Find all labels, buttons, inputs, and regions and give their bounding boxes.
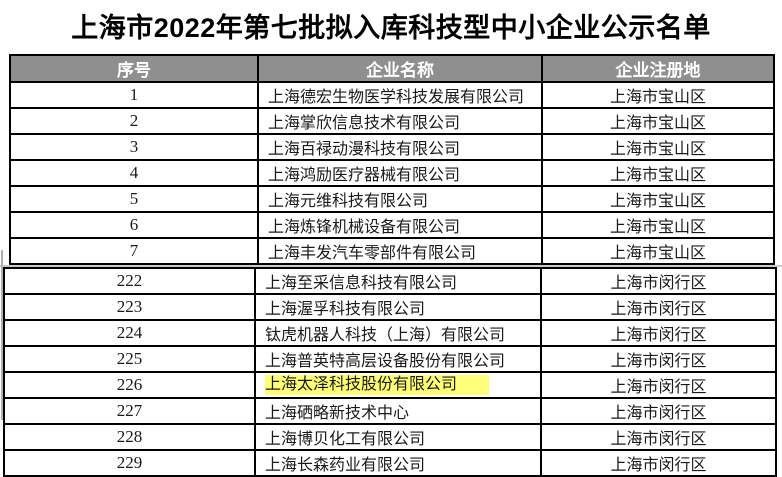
cell-company-name: 上海元维科技有限公司 [257,185,543,213]
cell-district: 上海市闵行区 [540,423,777,451]
cell-district: 上海市宝山区 [541,237,775,265]
cell-company-name: 上海普英特高层设备股份有限公司 [254,345,542,373]
cell-serial: 222 [3,267,256,295]
highlight-mark: 上海太泽科技股份有限公司 [265,375,490,395]
column-header-serial: 序号 [9,54,259,83]
page-title: 上海市2022年第七批拟入库科技型中小企业公示名单 [71,13,711,43]
cell-serial: 6 [9,211,259,239]
scan-artifact-line [1,250,3,420]
cell-serial: 224 [3,319,256,347]
cell-serial: 1 [9,81,259,109]
cell-company-name: 上海硒略新技术中心 [254,397,542,425]
table-row: 3 上海百禄动漫科技有限公司 上海市宝山区 [9,133,775,161]
cell-district: 上海市宝山区 [541,133,775,161]
cell-company-name: 上海太泽科技股份有限公司 [254,371,542,399]
table-row: 229 上海长森药业有限公司 上海市闵行区 [3,449,777,477]
table-row: 223 上海渥孚科技有限公司 上海市闵行区 [3,293,777,321]
cell-serial: 226 [3,371,256,399]
table-row: 227 上海硒略新技术中心 上海市闵行区 [3,397,777,425]
cell-serial: 225 [3,345,256,373]
table-row: 5 上海元维科技有限公司 上海市宝山区 [9,185,775,213]
company-table-lower: 222 上海至采信息科技有限公司 上海市闵行区 223 上海渥孚科技有限公司 上… [3,267,777,477]
screenshot-stitch-seam [0,265,782,267]
cell-company-name: 上海鸿励医疗器械有限公司 [257,159,543,187]
cell-serial: 2 [9,107,259,135]
cell-company-name: 钛虎机器人科技（上海）有限公司 [254,319,542,347]
cell-district: 上海市宝山区 [541,159,775,187]
cell-district: 上海市闵行区 [540,371,777,399]
cell-company-name: 上海至采信息科技有限公司 [254,267,542,295]
cell-company-name: 上海长森药业有限公司 [254,449,542,477]
table-row: 225 上海普英特高层设备股份有限公司 上海市闵行区 [3,345,777,373]
cell-serial: 7 [9,237,259,265]
cell-company-name: 上海博贝化工有限公司 [254,423,542,451]
table-row: 6 上海炼锋机械设备有限公司 上海市宝山区 [9,211,775,239]
company-table-upper: 序号 企业名称 企业注册地 1 上海德宏生物医学科技发展有限公司 上海市宝山区 … [9,54,775,265]
table-header-row: 序号 企业名称 企业注册地 [9,54,775,83]
cell-serial: 227 [3,397,256,425]
cell-district: 上海市闵行区 [540,267,777,295]
cell-district: 上海市宝山区 [541,185,775,213]
cell-serial: 3 [9,133,259,161]
cell-district: 上海市闵行区 [540,449,777,477]
cell-company-name: 上海丰发汽车零部件有限公司 [257,237,543,265]
table-row: 7 上海丰发汽车零部件有限公司 上海市宝山区 [9,237,775,265]
table-row: 226 上海太泽科技股份有限公司 上海市闵行区 [3,371,777,399]
cell-company-name: 上海德宏生物医学科技发展有限公司 [257,81,543,109]
cell-district: 上海市闵行区 [540,397,777,425]
cell-serial: 223 [3,293,256,321]
cell-serial: 5 [9,185,259,213]
cell-district: 上海市宝山区 [541,81,775,109]
cell-company-name: 上海百禄动漫科技有限公司 [257,133,543,161]
cell-company-name: 上海掌欣信息技术有限公司 [257,107,543,135]
table-row: 2 上海掌欣信息技术有限公司 上海市宝山区 [9,107,775,135]
cell-company-name: 上海炼锋机械设备有限公司 [257,211,543,239]
cell-serial: 4 [9,159,259,187]
table-row: 224 钛虎机器人科技（上海）有限公司 上海市闵行区 [3,319,777,347]
cell-district: 上海市宝山区 [541,107,775,135]
cell-company-name: 上海渥孚科技有限公司 [254,293,542,321]
cell-serial: 228 [3,423,256,451]
table-row: 228 上海博贝化工有限公司 上海市闵行区 [3,423,777,451]
table-row: 1 上海德宏生物医学科技发展有限公司 上海市宝山区 [9,81,775,109]
cell-district: 上海市宝山区 [541,211,775,239]
cell-district: 上海市闵行区 [540,293,777,321]
table-row: 4 上海鸿励医疗器械有限公司 上海市宝山区 [9,159,775,187]
table-row: 222 上海至采信息科技有限公司 上海市闵行区 [3,267,777,295]
cell-district: 上海市闵行区 [540,319,777,347]
column-header-district: 企业注册地 [541,54,775,83]
cell-district: 上海市闵行区 [540,345,777,373]
cell-serial: 229 [3,449,256,477]
column-header-company-name: 企业名称 [257,54,543,83]
